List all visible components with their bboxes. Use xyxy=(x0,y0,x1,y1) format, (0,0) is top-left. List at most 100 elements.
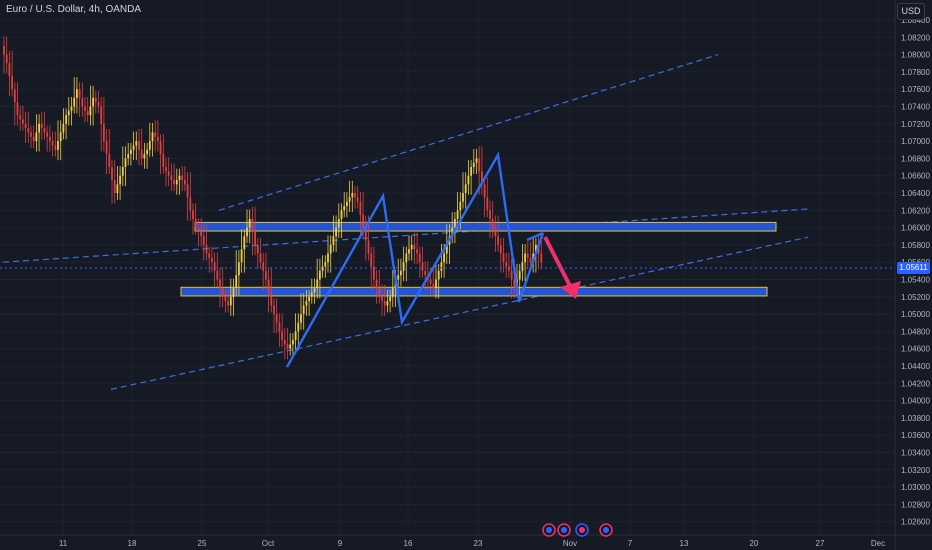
candle-body xyxy=(348,197,351,202)
candle-body xyxy=(351,193,354,198)
candle-body xyxy=(148,141,151,150)
candle-body xyxy=(286,344,289,349)
trend-channel xyxy=(2,54,809,390)
candle-body xyxy=(518,270,521,280)
candle-body xyxy=(510,270,513,280)
candle-body xyxy=(283,340,286,345)
candle-body xyxy=(329,244,332,254)
price-tick-label: 1.07000 xyxy=(901,137,930,146)
candle-body xyxy=(38,123,40,133)
channel-middle-line xyxy=(2,208,809,263)
candle-body xyxy=(151,132,154,142)
resistance-zone xyxy=(194,221,777,232)
candle-body xyxy=(262,262,265,271)
candle-body xyxy=(383,301,386,306)
candle-body xyxy=(216,270,219,280)
time-tick-label: 7 xyxy=(628,539,633,548)
candle-body xyxy=(186,184,189,198)
candle-body xyxy=(278,322,281,332)
candle-body xyxy=(265,270,267,280)
candle-body xyxy=(235,275,238,289)
candle-body xyxy=(454,218,456,228)
candle-body xyxy=(130,149,132,155)
price-tick-label: 1.05800 xyxy=(901,241,930,250)
candle-body xyxy=(46,132,49,137)
candle-body xyxy=(300,314,302,323)
candle-body xyxy=(289,344,292,349)
candle-body xyxy=(370,253,373,267)
candle-body xyxy=(157,136,159,142)
price-tick-label: 1.07400 xyxy=(901,103,930,112)
channel-lower-line xyxy=(110,236,809,390)
candle-body xyxy=(73,97,76,107)
candle-body xyxy=(499,244,502,254)
currency-button[interactable]: USD xyxy=(897,3,925,20)
candle-body xyxy=(305,301,308,306)
price-axis: 1.08400 1.08200 1.08000 1.07800 1.07600 1.074… xyxy=(901,16,930,527)
candle-body xyxy=(35,132,38,142)
candle-body xyxy=(57,141,59,150)
time-axis-bg xyxy=(0,535,932,550)
economic-event-icon-dot xyxy=(561,527,567,533)
candle-body xyxy=(410,244,413,250)
candle-body xyxy=(246,227,248,237)
time-tick-label: Oct xyxy=(262,539,275,548)
candle-body xyxy=(310,292,313,297)
candle-body xyxy=(483,184,486,198)
candle-body xyxy=(421,262,424,271)
time-tick-label: 11 xyxy=(59,539,68,548)
candle-body xyxy=(391,288,394,297)
candle-body xyxy=(505,262,508,267)
economic-event-icon-dot xyxy=(579,527,585,533)
candle-body xyxy=(275,314,278,323)
price-tick-label: 1.07800 xyxy=(901,68,930,77)
price-tick-label: 1.04600 xyxy=(901,345,930,354)
candle-body xyxy=(194,218,197,228)
price-tick-label: 1.06400 xyxy=(901,189,930,198)
candle-body xyxy=(181,175,184,181)
zigzag-pattern-line xyxy=(285,151,545,368)
time-tick-label: 25 xyxy=(198,539,207,548)
candle-body xyxy=(302,305,305,315)
candle-body xyxy=(524,253,526,263)
price-tick-label: 1.03600 xyxy=(901,431,930,440)
symbol-title: Euro / U.S. Dollar, 4h, OANDA xyxy=(6,4,142,15)
candle-body xyxy=(443,253,445,263)
candle-body xyxy=(105,141,108,155)
candle-body xyxy=(13,89,16,103)
candle-body xyxy=(54,145,57,150)
candle-body xyxy=(224,296,227,302)
candle-body xyxy=(135,141,138,146)
candle-body xyxy=(213,262,216,271)
candle-body xyxy=(332,236,335,245)
candle-body xyxy=(340,210,343,219)
time-tick-label: 16 xyxy=(404,539,413,548)
price-tick-label: 1.06800 xyxy=(901,154,930,163)
candle-body xyxy=(472,162,475,168)
candle-body xyxy=(346,201,348,206)
candle-body xyxy=(143,154,146,159)
candle-body xyxy=(313,288,316,293)
candle-body xyxy=(375,279,378,289)
candle-body xyxy=(62,123,65,133)
candle-body xyxy=(8,63,11,77)
candle-body xyxy=(413,244,416,250)
candle-body xyxy=(489,210,491,219)
candle-body xyxy=(359,201,362,215)
candle-body xyxy=(70,106,73,111)
time-tick-label: 23 xyxy=(474,539,483,548)
price-tick-label: 1.04200 xyxy=(901,379,930,388)
price-tick-label: 1.06000 xyxy=(901,224,930,233)
price-tick-label: 1.04800 xyxy=(901,327,930,336)
candle-body xyxy=(162,154,165,168)
candle-body xyxy=(521,262,524,271)
candle-body xyxy=(165,167,167,172)
candle-body xyxy=(24,123,27,129)
candle-body xyxy=(113,180,116,193)
price-tick-label: 1.03000 xyxy=(901,483,930,492)
price-tick-label: 1.03200 xyxy=(901,466,930,475)
time-tick-label: 13 xyxy=(680,539,689,548)
candle-body xyxy=(481,171,483,185)
